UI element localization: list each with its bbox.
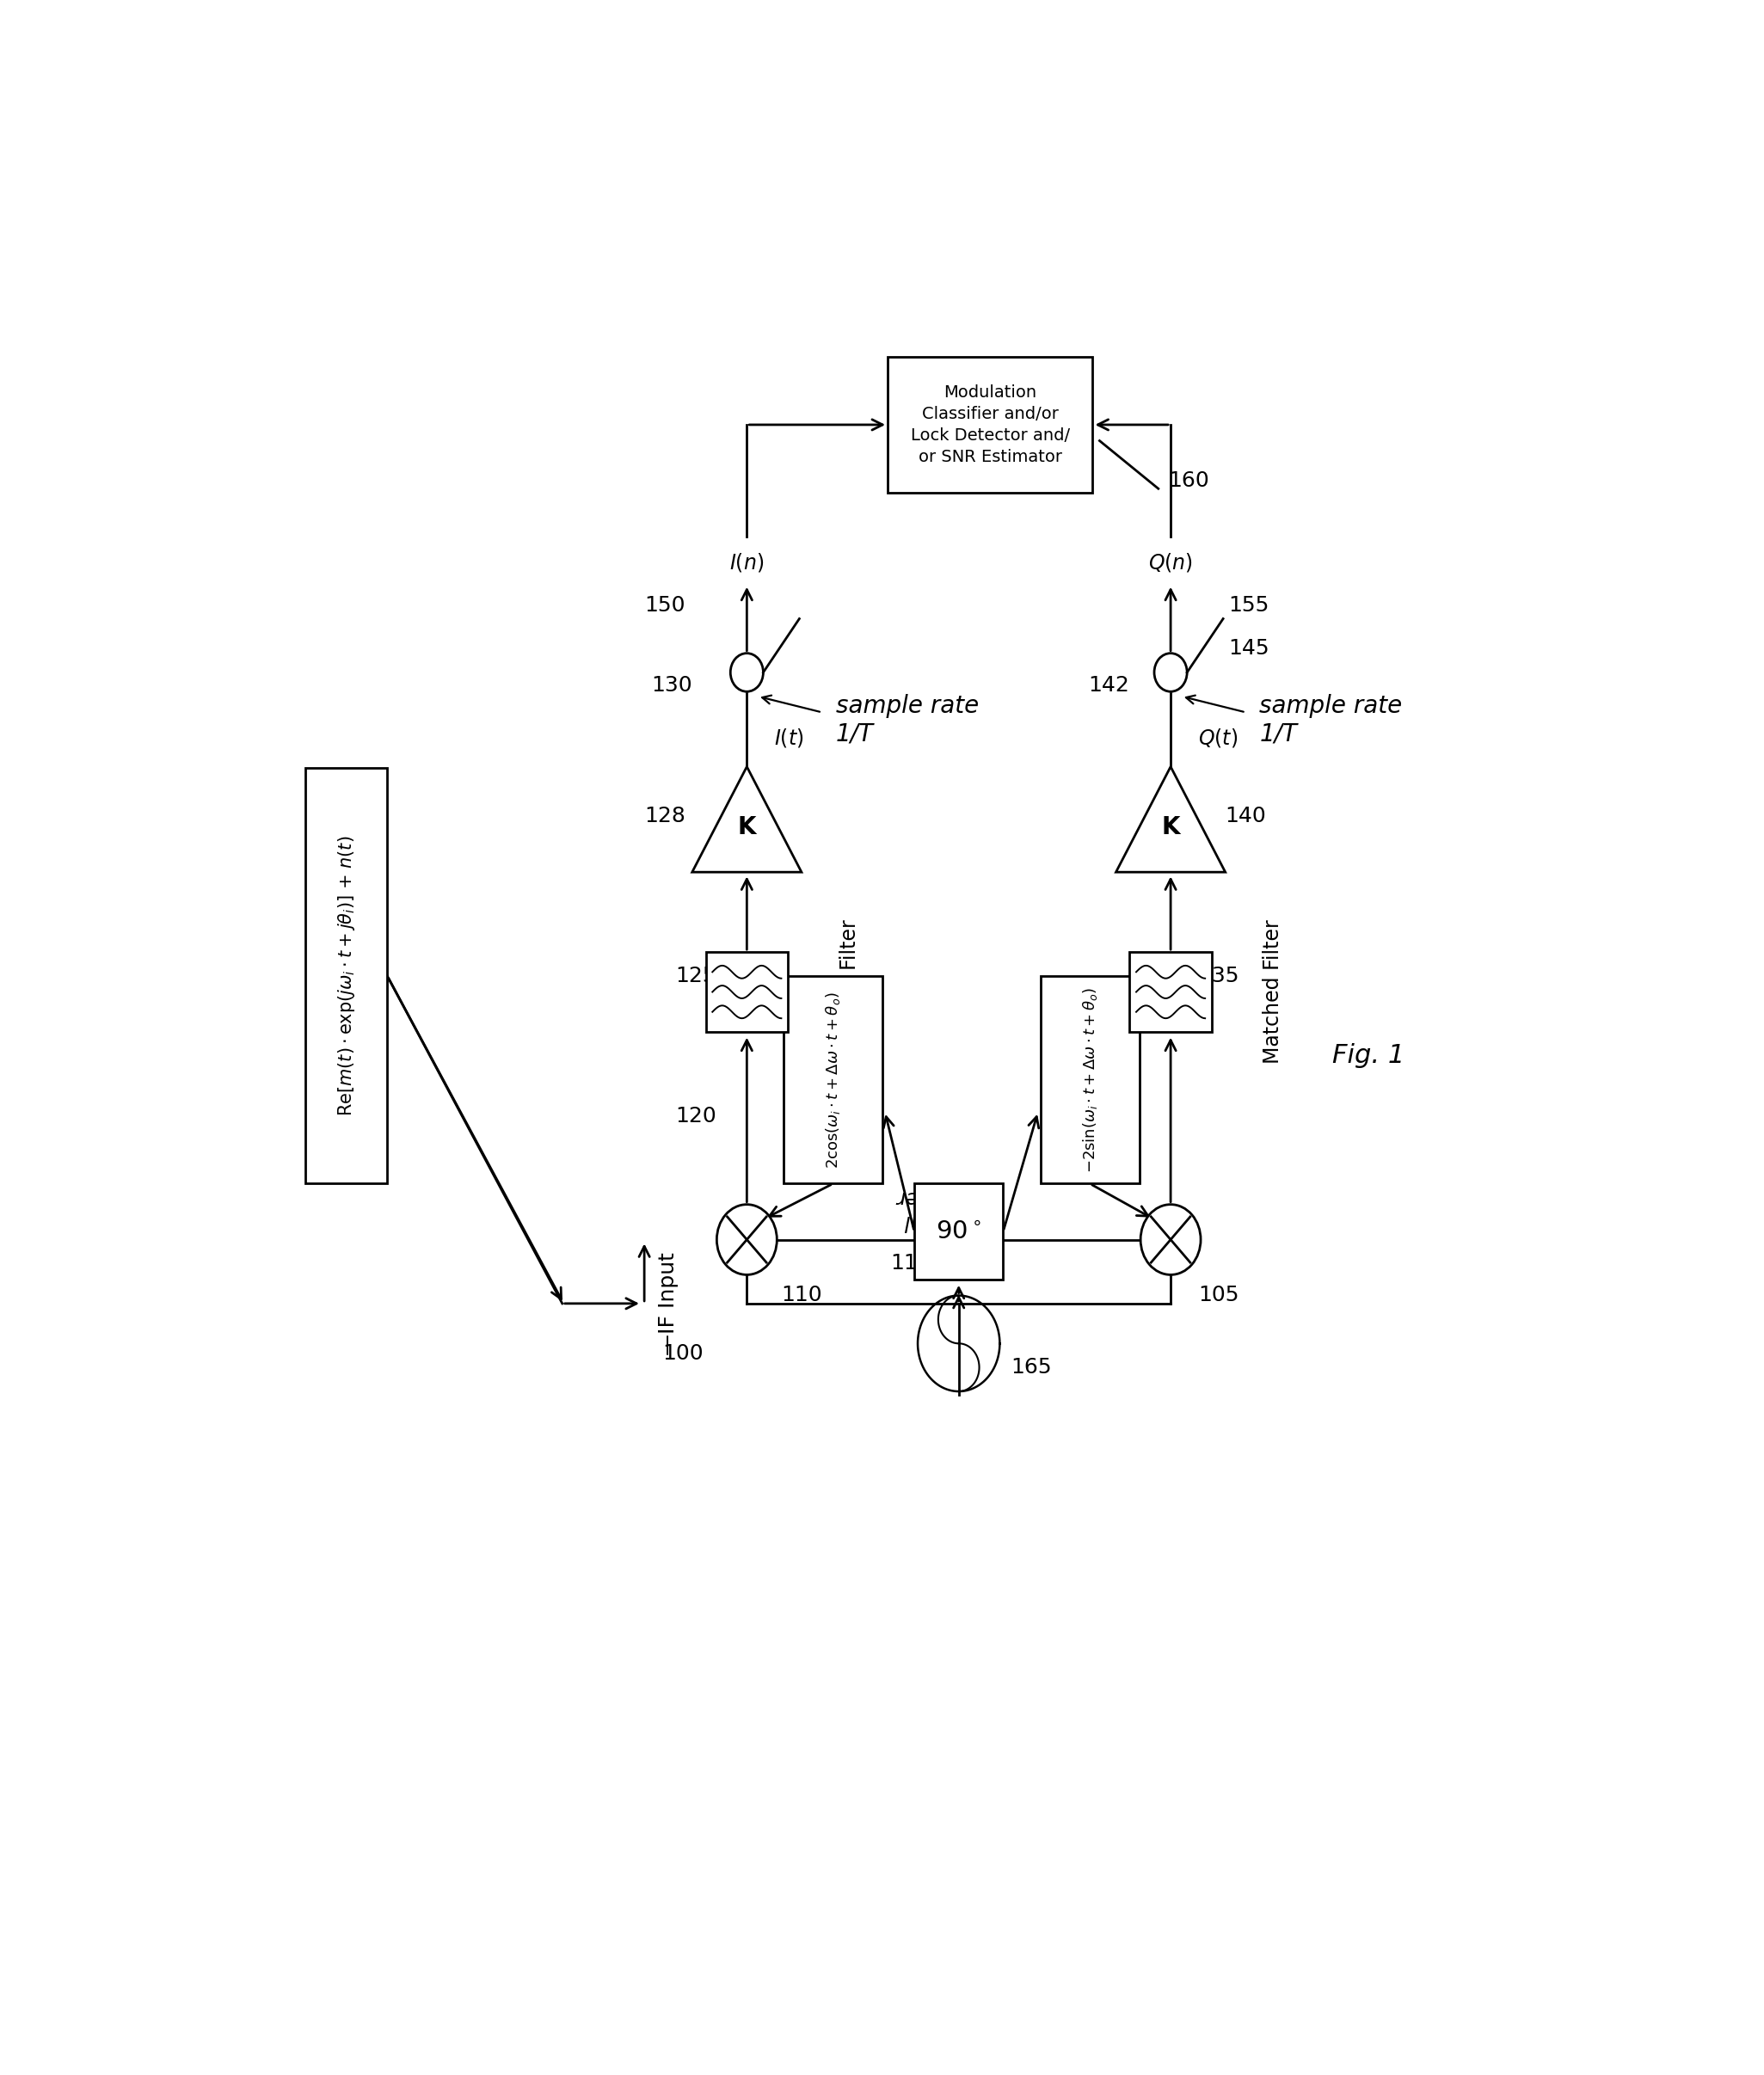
Text: Fig. 1: Fig. 1: [1332, 1044, 1406, 1069]
Bar: [1129, 952, 1212, 1031]
Text: 120: 120: [676, 1106, 716, 1127]
Text: Matched Filter: Matched Filter: [840, 919, 859, 1064]
Text: 165: 165: [1011, 1357, 1051, 1378]
Text: 150: 150: [644, 596, 684, 616]
Text: $90^\circ$: $90^\circ$: [937, 1220, 981, 1243]
Bar: [706, 952, 789, 1031]
Text: $2\cos(\omega_i\cdot t+\Delta\omega\cdot t+\theta_o)$: $2\cos(\omega_i\cdot t+\Delta\omega\cdot…: [824, 992, 841, 1168]
Bar: [305, 768, 388, 1183]
Text: 142: 142: [1088, 674, 1129, 695]
Polygon shape: [691, 766, 801, 871]
Text: —IF Input: —IF Input: [658, 1251, 679, 1355]
Text: Modulation
Classifier and/or
Lock Detector and/
or SNR Estimator: Modulation Classifier and/or Lock Detect…: [910, 384, 1069, 465]
Text: $Q(n)$: $Q(n)$: [1148, 552, 1192, 573]
Bar: [887, 357, 1092, 492]
Text: $-2\sin(\omega_i\cdot t+\Delta\omega\cdot t+\theta_o)$: $-2\sin(\omega_i\cdot t+\Delta\omega\cdo…: [1081, 988, 1099, 1172]
Text: 110: 110: [781, 1284, 822, 1305]
Circle shape: [1141, 1204, 1201, 1274]
Text: sample rate
1/T: sample rate 1/T: [836, 695, 979, 747]
Bar: [783, 975, 882, 1183]
Circle shape: [716, 1204, 776, 1274]
Text: 145: 145: [1228, 639, 1268, 658]
Circle shape: [730, 654, 764, 691]
Text: $I(n)$: $I(n)$: [730, 552, 764, 573]
Text: 128: 128: [644, 805, 684, 826]
Text: 160: 160: [1168, 471, 1208, 492]
Text: sample rate
1/T: sample rate 1/T: [1259, 695, 1402, 747]
Text: 135: 135: [1198, 965, 1238, 986]
Text: 115: 115: [891, 1253, 931, 1274]
Text: 140: 140: [1226, 805, 1267, 826]
Text: $I(t)$: $I(t)$: [774, 726, 804, 749]
Bar: [914, 1183, 1004, 1280]
Text: K: K: [1161, 815, 1180, 840]
Text: 155: 155: [1228, 596, 1268, 616]
Text: K: K: [737, 815, 757, 840]
Text: Local
Carrier: Local Carrier: [894, 1187, 968, 1233]
Text: 100: 100: [662, 1343, 704, 1363]
Text: Re[$m(t)\cdot\exp(j\omega_i\cdot t+j\theta_i)$] + $n(t)$: Re[$m(t)\cdot\exp(j\omega_i\cdot t+j\the…: [335, 836, 356, 1116]
Text: Matched Filter: Matched Filter: [1263, 919, 1284, 1064]
Circle shape: [1154, 654, 1187, 691]
Bar: [1041, 975, 1140, 1183]
Text: 130: 130: [651, 674, 691, 695]
Text: $Q(t)$: $Q(t)$: [1198, 726, 1238, 749]
Polygon shape: [1117, 766, 1226, 871]
Text: 125: 125: [676, 965, 716, 986]
Text: 105: 105: [1198, 1284, 1238, 1305]
